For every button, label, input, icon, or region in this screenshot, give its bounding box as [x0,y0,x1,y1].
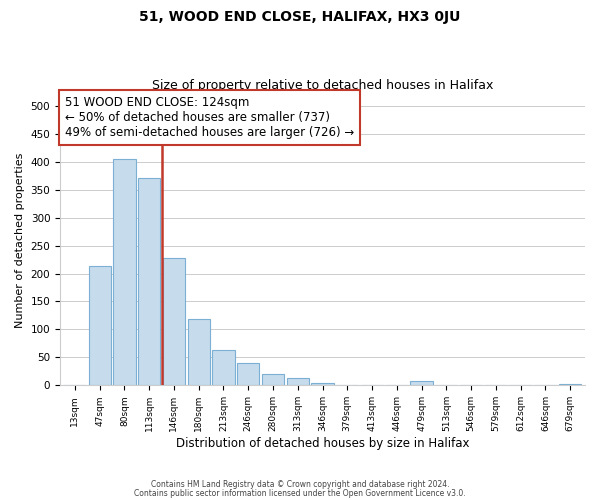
Bar [237,363,259,386]
X-axis label: Distribution of detached houses by size in Halifax: Distribution of detached houses by size … [176,437,469,450]
Bar [262,374,284,386]
Bar [138,178,160,386]
Text: 51, WOOD END CLOSE, HALIFAX, HX3 0JU: 51, WOOD END CLOSE, HALIFAX, HX3 0JU [139,10,461,24]
Bar [559,384,581,386]
Bar [287,378,309,386]
Y-axis label: Number of detached properties: Number of detached properties [15,152,25,328]
Bar [311,382,334,386]
Text: Contains HM Land Registry data © Crown copyright and database right 2024.: Contains HM Land Registry data © Crown c… [151,480,449,489]
Bar [410,381,433,386]
Bar [163,258,185,386]
Bar [113,159,136,386]
Bar [212,350,235,386]
Title: Size of property relative to detached houses in Halifax: Size of property relative to detached ho… [152,79,493,92]
Bar [89,266,111,386]
Text: Contains public sector information licensed under the Open Government Licence v3: Contains public sector information licen… [134,490,466,498]
Text: 51 WOOD END CLOSE: 124sqm
← 50% of detached houses are smaller (737)
49% of semi: 51 WOOD END CLOSE: 124sqm ← 50% of detac… [65,96,355,139]
Bar [188,320,210,386]
